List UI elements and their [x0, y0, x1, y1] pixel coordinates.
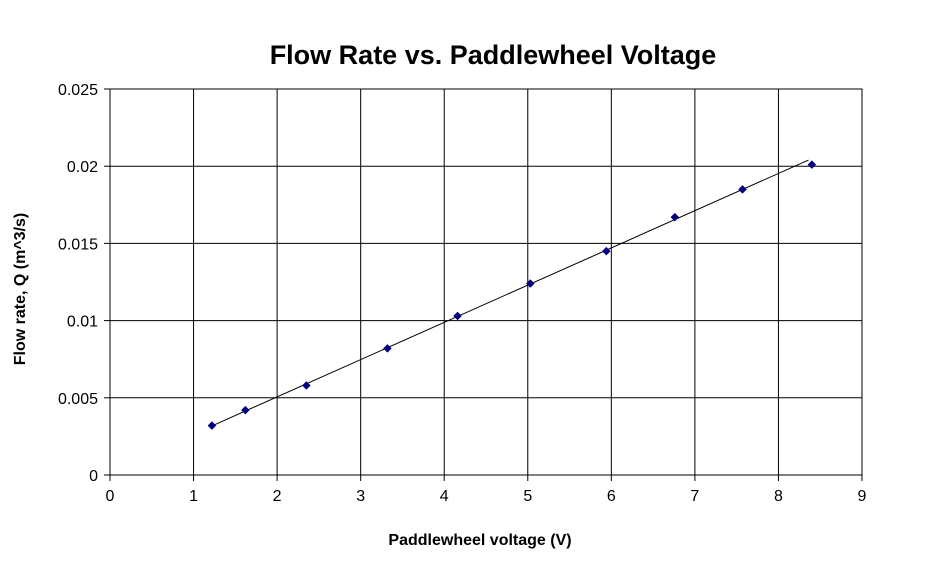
x-tick-label: 5: [523, 488, 532, 505]
x-tick-label: 4: [440, 488, 449, 505]
x-tick-label: 7: [690, 488, 699, 505]
y-axis-label: Flow rate, Q (m^3/s): [12, 213, 29, 365]
y-tick-label: 0.01: [67, 314, 98, 331]
y-tick-label: 0: [89, 468, 98, 485]
y-tick-label: 0.015: [58, 236, 98, 253]
x-tick-label: 1: [189, 488, 198, 505]
data-point: [453, 311, 462, 321]
data-point: [525, 279, 535, 288]
x-tick-label: 9: [858, 488, 867, 505]
y-tick-label: 0.025: [58, 82, 98, 99]
axis-ticks: 0 1 2 3 4 5 6 7 8 9 0 0.005 0.01 0.015 0.02 0.025: [58, 82, 867, 505]
data-point: [383, 344, 392, 353]
data-point: [670, 212, 680, 222]
y-tick-label: 0.02: [67, 159, 98, 176]
grid: [110, 89, 862, 475]
trendline: [211, 159, 809, 427]
data-point: [241, 405, 250, 415]
data-point: [807, 160, 817, 170]
x-tick-label: 0: [106, 488, 115, 505]
chart-title: Flow Rate vs. Paddlewheel Voltage: [270, 40, 717, 70]
x-axis-label: Paddlewheel voltage (V): [388, 532, 571, 549]
x-tick-label: 6: [607, 488, 616, 505]
data-point: [601, 246, 611, 256]
x-tick-label: 2: [273, 488, 282, 505]
data-point: [738, 185, 747, 194]
plot-area-frame: [109, 88, 863, 476]
x-tick-label: 8: [774, 488, 783, 505]
x-tick-label: 3: [356, 488, 365, 505]
data-point: [207, 421, 217, 430]
series: [207, 159, 817, 430]
y-tick-label: 0.005: [58, 391, 98, 408]
data-point: [302, 381, 311, 390]
